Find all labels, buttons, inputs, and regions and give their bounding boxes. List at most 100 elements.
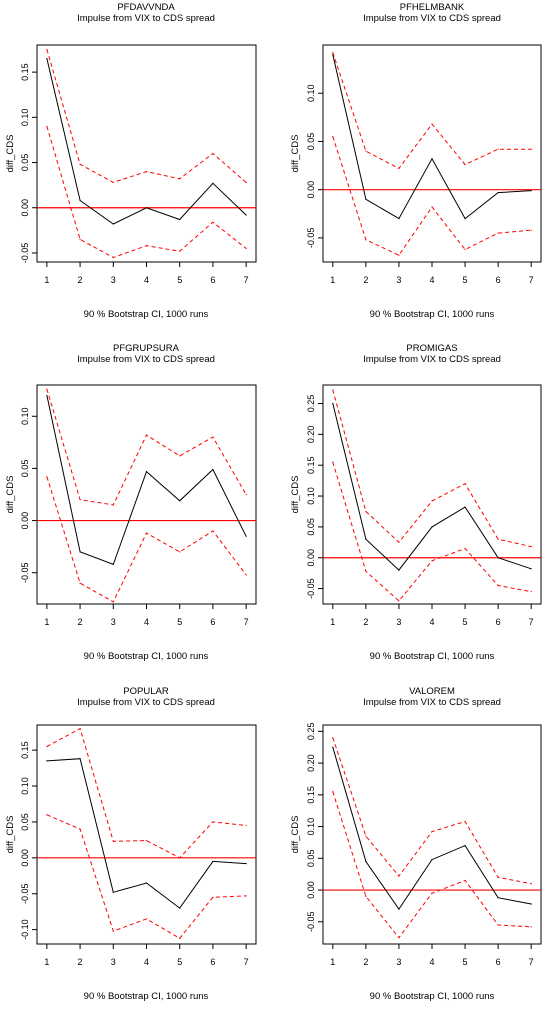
ci-point bbox=[398, 875, 400, 877]
ci-upper-line bbox=[332, 52, 532, 170]
ci-point bbox=[145, 245, 148, 247]
y-tick-label: 0.00 bbox=[306, 181, 316, 199]
ci-point bbox=[464, 547, 466, 550]
irf-point bbox=[497, 191, 499, 194]
x-tick-label: 5 bbox=[177, 957, 182, 967]
y-tick-label: 0.10 bbox=[306, 84, 316, 102]
x-axis-label: 90 % Bootstrap CI, 1000 runs bbox=[370, 651, 495, 662]
ci-point bbox=[179, 937, 181, 939]
y-axis-label: diff_CDS bbox=[290, 816, 301, 854]
irf-series-line bbox=[46, 58, 247, 225]
ci-point bbox=[245, 895, 247, 897]
ci-point bbox=[365, 510, 367, 513]
ci-lower-line bbox=[46, 126, 247, 259]
ci-point bbox=[46, 48, 48, 51]
x-axis-label: 90 % Bootstrap CI, 1000 runs bbox=[370, 991, 495, 1002]
y-tick-label: 0.00 bbox=[20, 849, 30, 867]
ci-point bbox=[212, 530, 214, 532]
x-tick-label: 3 bbox=[111, 275, 116, 285]
y-tick-label: -0.05 bbox=[306, 228, 316, 249]
chart-subtitle: Impulse from VIX to CDS spread bbox=[363, 13, 501, 24]
irf-series-line bbox=[332, 54, 532, 220]
x-tick-label: 2 bbox=[363, 957, 368, 967]
irf-point bbox=[179, 500, 181, 502]
x-tick-label: 5 bbox=[463, 957, 468, 967]
irf-series-line bbox=[46, 758, 247, 909]
irf-point bbox=[212, 860, 214, 863]
ci-point bbox=[79, 499, 81, 501]
y-tick-label: 0.05 bbox=[306, 850, 316, 868]
ci-point bbox=[145, 434, 148, 436]
ci-point bbox=[332, 737, 334, 739]
irf-series-line bbox=[46, 395, 247, 566]
irf-point bbox=[46, 760, 48, 762]
ci-point bbox=[365, 895, 367, 897]
irf-point bbox=[145, 470, 148, 473]
ci-point bbox=[530, 148, 532, 150]
y-tick-label: 0.05 bbox=[20, 460, 30, 478]
irf-point bbox=[365, 538, 367, 540]
x-tick-label: 2 bbox=[78, 957, 83, 967]
x-tick-label: 5 bbox=[177, 275, 182, 285]
ci-point bbox=[398, 600, 400, 602]
x-tick-label: 2 bbox=[78, 617, 83, 627]
irf-point bbox=[79, 551, 81, 553]
x-tick-label: 6 bbox=[210, 617, 215, 627]
y-tick-label: 0.15 bbox=[306, 456, 316, 474]
ci-point bbox=[464, 879, 466, 882]
ci-lower-line bbox=[46, 814, 247, 939]
irf-point bbox=[179, 907, 181, 909]
ci-point bbox=[79, 582, 81, 584]
ci-point bbox=[464, 248, 466, 251]
ci-point bbox=[497, 148, 499, 150]
ci-point bbox=[497, 538, 499, 540]
y-tick-label: -0.05 bbox=[20, 562, 30, 583]
irf-point bbox=[145, 882, 148, 884]
chart-title: PFDAVVNDA bbox=[117, 2, 175, 13]
x-axis-label: 90 % Bootstrap CI, 1000 runs bbox=[84, 991, 209, 1002]
x-tick-label: 6 bbox=[496, 617, 501, 627]
x-tick-label: 7 bbox=[244, 275, 249, 285]
ci-point bbox=[179, 250, 181, 252]
ci-point bbox=[79, 238, 81, 240]
ci-point bbox=[398, 541, 400, 543]
irf-series-line bbox=[332, 747, 532, 910]
plot-frame bbox=[322, 724, 542, 945]
ci-point bbox=[79, 163, 81, 165]
irf-point bbox=[497, 557, 499, 559]
ci-point bbox=[332, 461, 334, 463]
ci-point bbox=[46, 814, 48, 816]
irf-point bbox=[431, 526, 433, 528]
irf-point bbox=[212, 468, 214, 471]
chart-title: VALOREM bbox=[409, 686, 455, 697]
ci-point bbox=[145, 840, 148, 842]
plot-frame bbox=[322, 384, 542, 605]
ci-point bbox=[212, 896, 214, 898]
irf-point bbox=[530, 568, 532, 570]
x-tick-label: 1 bbox=[330, 957, 335, 967]
x-tick-label: 1 bbox=[44, 617, 49, 627]
ci-point bbox=[497, 924, 499, 926]
x-tick-label: 7 bbox=[529, 617, 534, 627]
irf-point bbox=[530, 903, 532, 905]
x-tick-label: 4 bbox=[144, 275, 149, 285]
y-tick-label: 0.05 bbox=[306, 133, 316, 151]
x-tick-label: 4 bbox=[429, 617, 434, 627]
y-tick-label: -0.05 bbox=[306, 912, 316, 933]
ci-upper-line bbox=[46, 389, 247, 506]
y-tick-label: -0.10 bbox=[20, 919, 30, 940]
x-tick-label: 1 bbox=[330, 275, 335, 285]
ci-point bbox=[179, 857, 181, 859]
ci-point bbox=[46, 388, 48, 390]
ci-point bbox=[464, 483, 466, 485]
y-tick-label: -0.05 bbox=[20, 243, 30, 264]
x-tick-label: 7 bbox=[244, 957, 249, 967]
ci-point bbox=[332, 389, 334, 391]
chart-subtitle: Impulse from VIX to CDS spread bbox=[363, 697, 501, 708]
irf-point bbox=[245, 535, 247, 537]
ci-point bbox=[431, 206, 433, 208]
ci-point bbox=[530, 591, 532, 593]
ci-point bbox=[212, 221, 214, 223]
